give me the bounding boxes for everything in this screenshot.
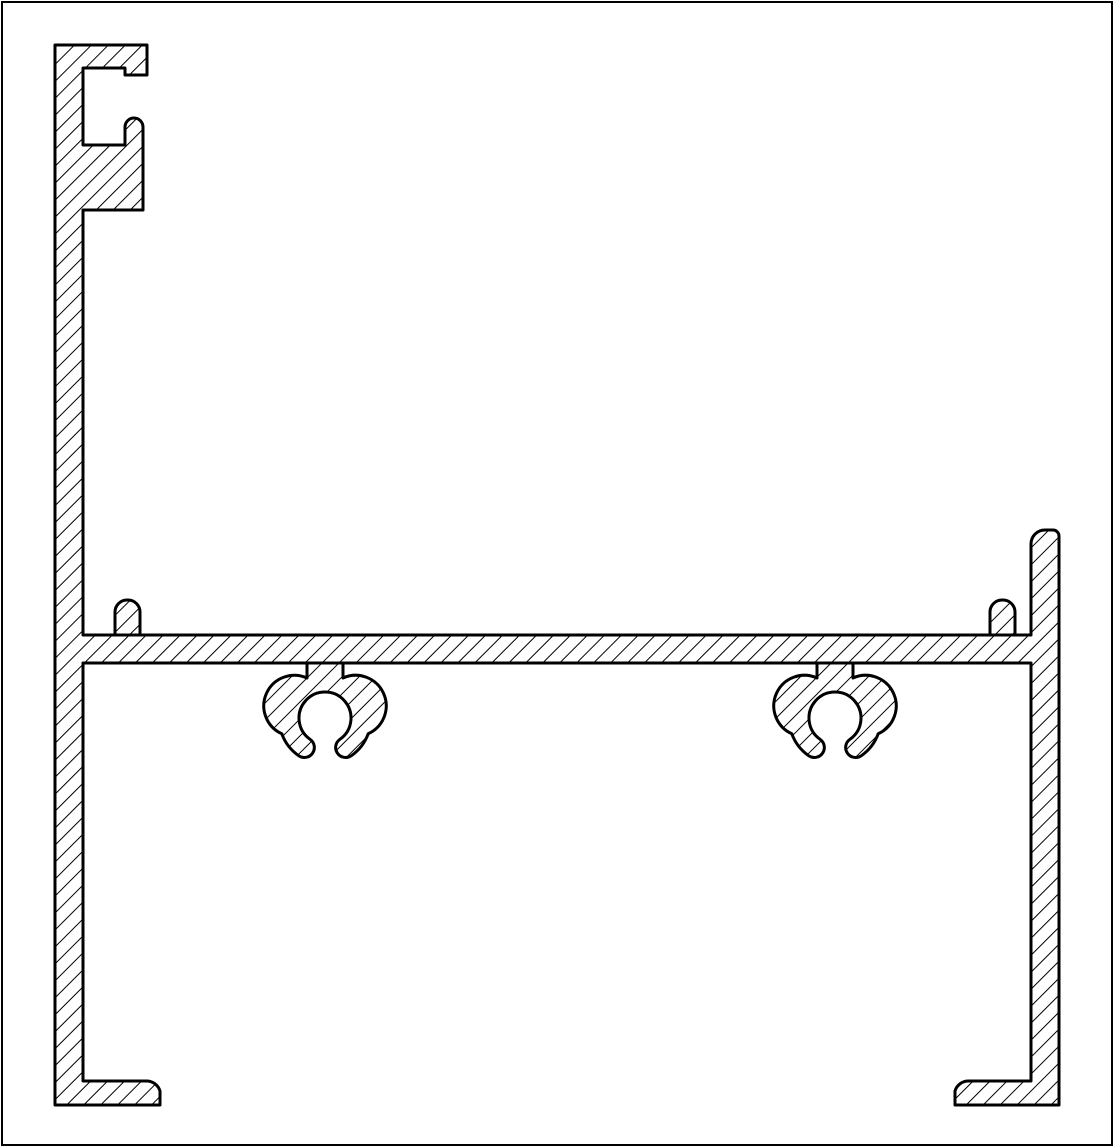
nub-left <box>115 600 140 635</box>
profile-body <box>55 45 1059 1105</box>
nub-right <box>990 600 1015 635</box>
extrusion-cross-section <box>0 0 1114 1147</box>
screw-boss-1 <box>264 663 386 757</box>
figure-border <box>2 2 1112 1145</box>
screw-boss-2 <box>774 663 896 757</box>
